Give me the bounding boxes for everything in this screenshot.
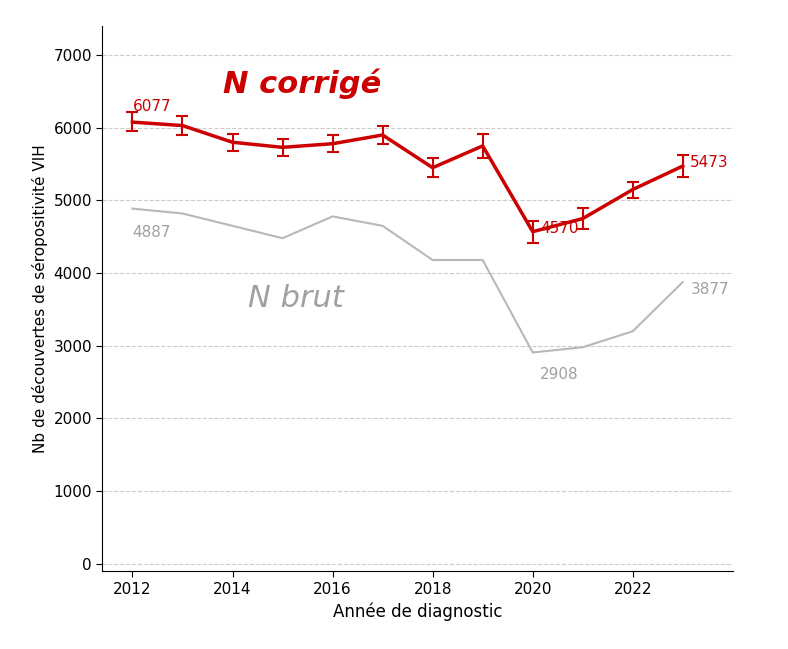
X-axis label: Année de diagnostic: Année de diagnostic	[333, 602, 503, 620]
Text: N corrigé: N corrigé	[222, 69, 381, 99]
Text: N brut: N brut	[247, 284, 344, 313]
Text: 5473: 5473	[690, 155, 729, 170]
Text: 4887: 4887	[132, 225, 171, 239]
Y-axis label: Nb de découvertes de séropositivité VIH: Nb de découvertes de séropositivité VIH	[32, 144, 48, 453]
Text: 3877: 3877	[690, 282, 729, 297]
Text: 4570: 4570	[541, 221, 578, 236]
Text: 6077: 6077	[132, 99, 171, 114]
Text: 2908: 2908	[541, 367, 579, 382]
